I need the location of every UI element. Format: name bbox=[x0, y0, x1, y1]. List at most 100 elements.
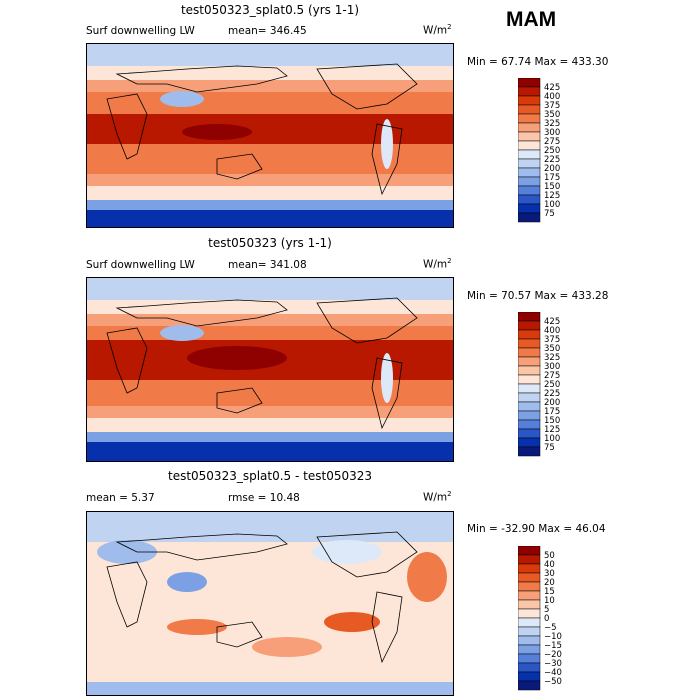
panel1-field-label: Surf downwelling LW bbox=[86, 25, 195, 37]
colorbar-bin bbox=[518, 131, 541, 142]
colorbar-tick-label: 200 bbox=[544, 164, 560, 174]
colorbar-tick-label: 325 bbox=[544, 353, 560, 363]
colorbar-tick-label: 40 bbox=[544, 560, 555, 570]
colorbar-bin bbox=[518, 437, 541, 448]
colorbar-bin bbox=[518, 554, 541, 565]
colorbar-bin bbox=[518, 140, 541, 151]
panel2-coast-namerica bbox=[316, 297, 418, 344]
colorbar-bin bbox=[518, 446, 541, 457]
panel3-coast-australia bbox=[216, 621, 263, 648]
colorbar-tick-label: 375 bbox=[544, 335, 560, 345]
panel1-band-south bbox=[87, 174, 453, 186]
colorbar-tick-label: 5 bbox=[544, 605, 549, 615]
colorbar-tick-label: 400 bbox=[544, 92, 560, 102]
panel1-mean: mean= 346.45 bbox=[228, 25, 307, 37]
panel3-minmax: Min = -32.90 Max = 46.04 bbox=[467, 523, 606, 535]
panel3-pacific-pos bbox=[324, 612, 380, 632]
colorbar-bin bbox=[518, 563, 541, 574]
panel1-coast-eurasia bbox=[115, 65, 288, 93]
panel2-units: W/m2 bbox=[423, 257, 452, 271]
colorbar-tick-label: 300 bbox=[544, 362, 560, 372]
colorbar-tick-label: 100 bbox=[544, 200, 560, 210]
colorbar-bin bbox=[518, 365, 541, 376]
panel2-coast-samerica bbox=[371, 357, 403, 430]
colorbar-tick-label: 75 bbox=[544, 443, 555, 453]
panel2-coast-africa bbox=[106, 327, 148, 394]
colorbar-tick-label: 20 bbox=[544, 578, 555, 588]
colorbar-bin bbox=[518, 680, 541, 691]
colorbar-tick-label: 350 bbox=[544, 110, 560, 120]
colorbar-tick-label: 350 bbox=[544, 344, 560, 354]
panel3-band-north bbox=[87, 512, 453, 542]
colorbar-tick-label: 225 bbox=[544, 155, 560, 165]
colorbar-bin bbox=[518, 312, 541, 322]
colorbar-bin bbox=[518, 86, 541, 97]
panel3-coast-eurasia bbox=[115, 533, 288, 561]
colorbar-bin bbox=[518, 572, 541, 583]
colorbar-tick-label: 425 bbox=[544, 317, 560, 327]
colorbar-tick-label: 125 bbox=[544, 191, 560, 201]
colorbar-bin bbox=[518, 635, 541, 646]
colorbar-tick-label: 150 bbox=[544, 182, 560, 192]
colorbar-bin bbox=[518, 78, 541, 88]
panel1-coast-samerica bbox=[371, 123, 403, 196]
colorbar-bin bbox=[518, 392, 541, 403]
panel3-mean: mean = 5.37 bbox=[86, 492, 155, 504]
colorbar-bin bbox=[518, 653, 541, 664]
panel1-coast-australia bbox=[216, 153, 263, 180]
colorbar-bin bbox=[518, 122, 541, 133]
colorbar-bin bbox=[518, 590, 541, 601]
colorbar-bin bbox=[518, 410, 541, 421]
colorbar-bin bbox=[518, 671, 541, 682]
panel2-band-antarctica bbox=[87, 442, 453, 461]
panel1-units: W/m2 bbox=[423, 23, 452, 37]
panel2-coast-eurasia bbox=[115, 299, 288, 327]
panel3-spac-pos bbox=[252, 637, 322, 657]
panel2-andes-low bbox=[381, 353, 393, 403]
panel2-band-south bbox=[87, 406, 453, 418]
panel3-coast-samerica bbox=[371, 591, 403, 664]
colorbar-bin bbox=[518, 419, 541, 430]
panel3-namerica-neg bbox=[312, 540, 382, 564]
panel3-units: W/m2 bbox=[423, 490, 452, 504]
colorbar-tick-label: 300 bbox=[544, 128, 560, 138]
colorbar-bin bbox=[518, 617, 541, 628]
colorbar-tick-label: 0 bbox=[544, 614, 549, 624]
colorbar-tick-label: −40 bbox=[544, 668, 562, 678]
colorbar-bin bbox=[518, 581, 541, 592]
colorbar-bin bbox=[518, 104, 541, 115]
colorbar-tick-label: 325 bbox=[544, 119, 560, 129]
panel1-coast-africa bbox=[106, 93, 148, 160]
colorbar-bin bbox=[518, 212, 541, 223]
panel3-atlantic-pos bbox=[407, 552, 447, 602]
colorbar-bin bbox=[518, 401, 541, 412]
panel1-band-antarctic-edge bbox=[87, 200, 453, 210]
panel2-band-south-mid bbox=[87, 418, 453, 432]
panel2-band-north bbox=[87, 300, 453, 314]
panel3-field-base bbox=[87, 512, 453, 695]
panel1-colorbar: 425 400 375 350 325 300 275 250 225 200 175 150 125 1… bbox=[518, 78, 578, 224]
panel2-colorbar: 425 400 375 350 325 300 275 250 225 200 175 150 125 1… bbox=[518, 312, 578, 458]
colorbar-bin bbox=[518, 662, 541, 673]
colorbar-tick-label: 250 bbox=[544, 380, 560, 390]
colorbar-tick-label: −20 bbox=[544, 650, 562, 660]
colorbar-bin bbox=[518, 194, 541, 205]
colorbar-tick-label: 400 bbox=[544, 326, 560, 336]
panel2-band-arctic bbox=[87, 278, 453, 300]
colorbar-bin bbox=[518, 347, 541, 358]
colorbar-bin bbox=[518, 608, 541, 619]
panel2-tibet-low bbox=[160, 325, 204, 341]
colorbar-bin bbox=[518, 338, 541, 349]
panel1-heatmap bbox=[87, 44, 453, 227]
colorbar-tick-label: 15 bbox=[544, 587, 555, 597]
panel3-asia-neg bbox=[167, 572, 207, 592]
colorbar-bin bbox=[518, 374, 541, 385]
colorbar-bin bbox=[518, 644, 541, 655]
panel3-rmse: rmse = 10.48 bbox=[228, 492, 300, 504]
panel3-band-antarctica bbox=[87, 682, 453, 695]
panel3-coast-africa bbox=[106, 561, 148, 628]
panel1-band-arctic bbox=[87, 44, 453, 66]
panel1-colorbar-svg: 4254003753503253002752502252001751501251… bbox=[518, 78, 560, 223]
colorbar-bin bbox=[518, 176, 541, 187]
colorbar-tick-label: −50 bbox=[544, 677, 562, 687]
